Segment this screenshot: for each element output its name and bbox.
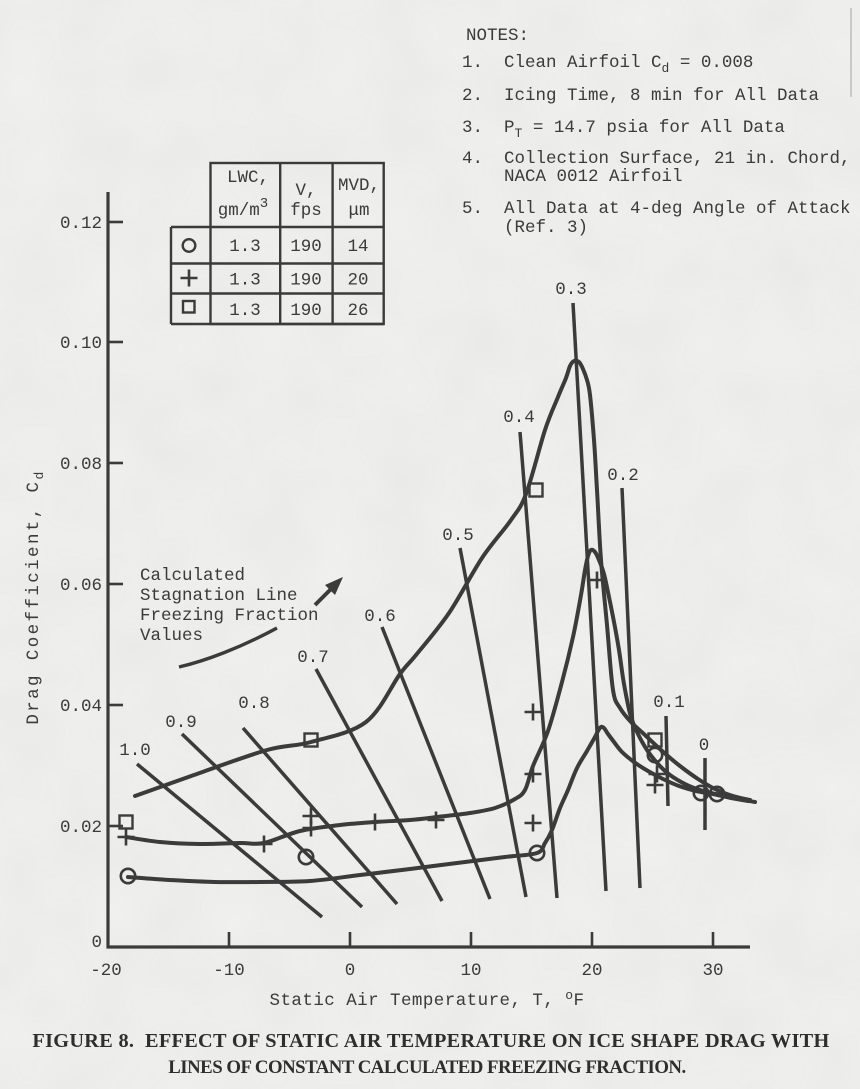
svg-text:V,: V, bbox=[295, 181, 316, 201]
svg-text:0: 0 bbox=[91, 933, 102, 953]
svg-text:Drag Coefficient, Cd: Drag Coefficient, Cd bbox=[24, 469, 47, 724]
svg-text:Icing Time, 8 min for All Data: Icing Time, 8 min for All Data bbox=[504, 86, 819, 106]
svg-text:0: 0 bbox=[345, 961, 356, 981]
svg-text:PT = 14.7 psia for All Data: PT = 14.7 psia for All Data bbox=[504, 118, 785, 141]
svg-text:NOTES:: NOTES: bbox=[466, 26, 529, 46]
svg-text:0.7: 0.7 bbox=[297, 648, 329, 668]
svg-text:-20: -20 bbox=[90, 961, 122, 981]
svg-text:FIGURE 8. EFFECT OF STATIC AI: FIGURE 8. EFFECT OF STATIC AIR TEMPERATU… bbox=[32, 1030, 829, 1052]
svg-text:1.3: 1.3 bbox=[229, 301, 261, 321]
svg-text:0.1: 0.1 bbox=[653, 693, 685, 713]
svg-text:1.3: 1.3 bbox=[229, 271, 261, 291]
svg-text:190: 190 bbox=[290, 271, 322, 291]
svg-text:190: 190 bbox=[290, 237, 322, 257]
svg-text:1.3: 1.3 bbox=[229, 237, 261, 257]
svg-text:20: 20 bbox=[347, 271, 368, 291]
svg-text:LINES OF CONSTANT CALCULATED F: LINES OF CONSTANT CALCULATED FREEZING FR… bbox=[168, 1057, 685, 1078]
svg-text:1.: 1. bbox=[462, 53, 483, 73]
svg-text:0.08: 0.08 bbox=[60, 455, 102, 475]
svg-text:0.6: 0.6 bbox=[364, 607, 396, 627]
svg-text:Clean Airfoil Cd = 0.008: Clean Airfoil Cd = 0.008 bbox=[504, 53, 753, 76]
svg-text:0.12: 0.12 bbox=[60, 214, 102, 234]
svg-text:fps: fps bbox=[290, 201, 322, 221]
svg-text:2.: 2. bbox=[462, 86, 483, 106]
svg-text:MVD,: MVD, bbox=[338, 176, 380, 196]
svg-text:NACA 0012 Airfoil: NACA 0012 Airfoil bbox=[504, 167, 683, 187]
svg-text:0.4: 0.4 bbox=[503, 408, 535, 428]
svg-text:0.06: 0.06 bbox=[60, 576, 102, 596]
svg-text:Static Air Temperature, T, oF: Static Air Temperature, T, oF bbox=[270, 988, 585, 1011]
svg-text:1.0: 1.0 bbox=[119, 741, 151, 761]
svg-text:0.5: 0.5 bbox=[442, 526, 474, 546]
svg-text:14: 14 bbox=[347, 237, 368, 257]
svg-text:0.02: 0.02 bbox=[60, 818, 102, 838]
svg-text:All Data at 4-deg Angle of Att: All Data at 4-deg Angle of Attack bbox=[504, 199, 851, 219]
svg-text:LWC,: LWC, bbox=[227, 168, 269, 188]
svg-text:0.2: 0.2 bbox=[607, 466, 639, 486]
svg-text:26: 26 bbox=[347, 301, 368, 321]
svg-text:0.04: 0.04 bbox=[60, 697, 102, 717]
svg-text:(Ref. 3): (Ref. 3) bbox=[504, 218, 588, 238]
svg-text:-10: -10 bbox=[213, 961, 245, 981]
svg-text:Freezing Fraction: Freezing Fraction bbox=[140, 606, 319, 626]
svg-text:0.9: 0.9 bbox=[165, 713, 197, 733]
svg-text:gm/m3: gm/m3 bbox=[218, 196, 268, 221]
svg-text:3.: 3. bbox=[462, 118, 483, 138]
svg-text:4.: 4. bbox=[462, 149, 483, 169]
svg-text:20: 20 bbox=[581, 961, 602, 981]
svg-text:0.3: 0.3 bbox=[555, 280, 587, 300]
svg-text:0.8: 0.8 bbox=[238, 694, 270, 714]
svg-text:Calculated: Calculated bbox=[140, 566, 245, 586]
svg-text:190: 190 bbox=[290, 301, 322, 321]
svg-text:5.: 5. bbox=[462, 199, 483, 219]
svg-text:Values: Values bbox=[140, 626, 203, 646]
svg-text:Collection Surface, 21 in. Cho: Collection Surface, 21 in. Chord, bbox=[504, 149, 851, 169]
svg-text:0: 0 bbox=[699, 736, 710, 756]
svg-text:Stagnation Line: Stagnation Line bbox=[140, 586, 298, 606]
svg-text:10: 10 bbox=[460, 961, 481, 981]
svg-text:30: 30 bbox=[702, 961, 723, 981]
svg-text:0.10: 0.10 bbox=[60, 334, 102, 354]
svg-text:μm: μm bbox=[348, 201, 369, 221]
